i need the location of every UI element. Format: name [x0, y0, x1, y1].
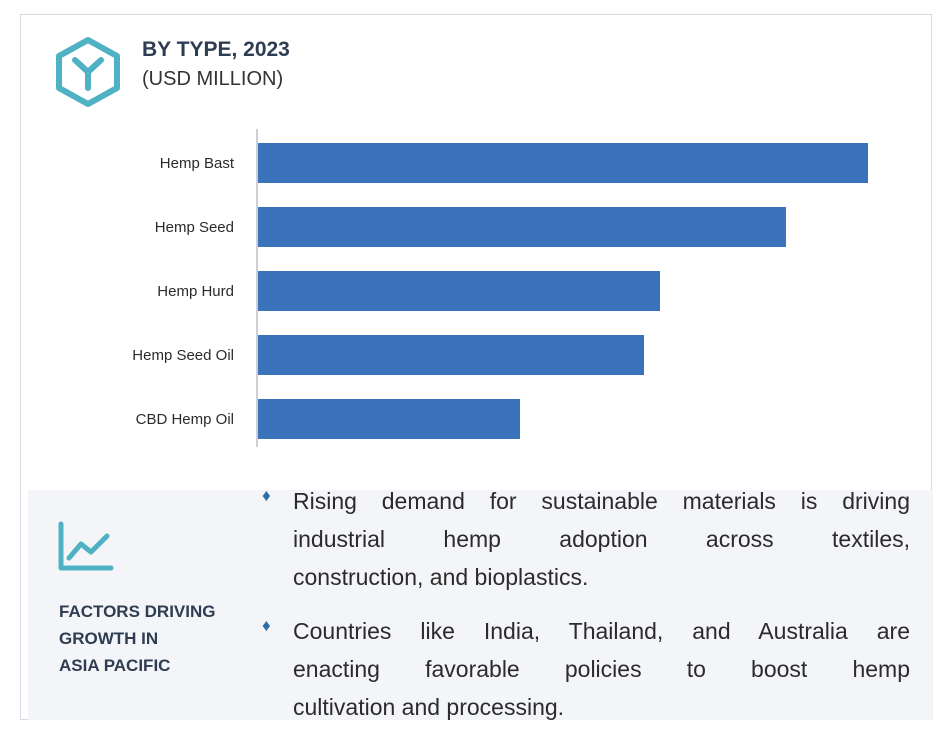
bar [258, 271, 660, 311]
chart-title: BY TYPE, 2023 [142, 38, 290, 61]
factor-bullet-line: cultivation and processing. [293, 694, 565, 720]
hexagon-y-icon [56, 37, 120, 107]
category-label: Hemp Seed [155, 219, 234, 236]
category-label: CBD Hemp Oil [136, 411, 234, 428]
factor-bullet-line: Countries like India, Thailand, and Aust… [293, 618, 910, 644]
factor-bullet-text: Rising demand for sustainable materials … [293, 482, 910, 596]
bar [258, 207, 786, 247]
factor-bullet-line: Rising demand for sustainable materials … [293, 488, 910, 514]
trend-line-icon [58, 521, 114, 571]
factors-heading-line: GROWTH IN [59, 629, 159, 648]
factors-panel [28, 490, 933, 720]
factors-heading-line: FACTORS DRIVING [59, 602, 216, 621]
chart-subtitle: (USD MILLION) [142, 68, 284, 90]
category-label: Hemp Seed Oil [132, 347, 234, 364]
bar-chart: Hemp Bast Hemp Seed Hemp Hurd Hemp Seed Oil… [132, 129, 868, 447]
category-label: Hemp Bast [160, 155, 235, 172]
factors-heading: FACTORS DRIVING GROWTH IN ASIA PACIFIC [59, 598, 259, 679]
category-label: Hemp Hurd [157, 283, 234, 300]
factor-bullet-line: enacting favorable policies to boost hem… [293, 656, 910, 682]
factor-bullet-text: Countries like India, Thailand, and Aust… [293, 612, 910, 726]
diamond-bullet-icon: ♦ [262, 616, 271, 635]
diamond-bullet-icon: ♦ [262, 486, 271, 505]
factors-heading-line: ASIA PACIFIC [59, 656, 171, 675]
bar [258, 399, 520, 439]
bar [258, 335, 644, 375]
factor-bullet-line: construction, and bioplastics. [293, 564, 589, 590]
bar [258, 143, 868, 183]
factor-bullet-line: industrial hemp adoption across textiles… [293, 526, 910, 552]
